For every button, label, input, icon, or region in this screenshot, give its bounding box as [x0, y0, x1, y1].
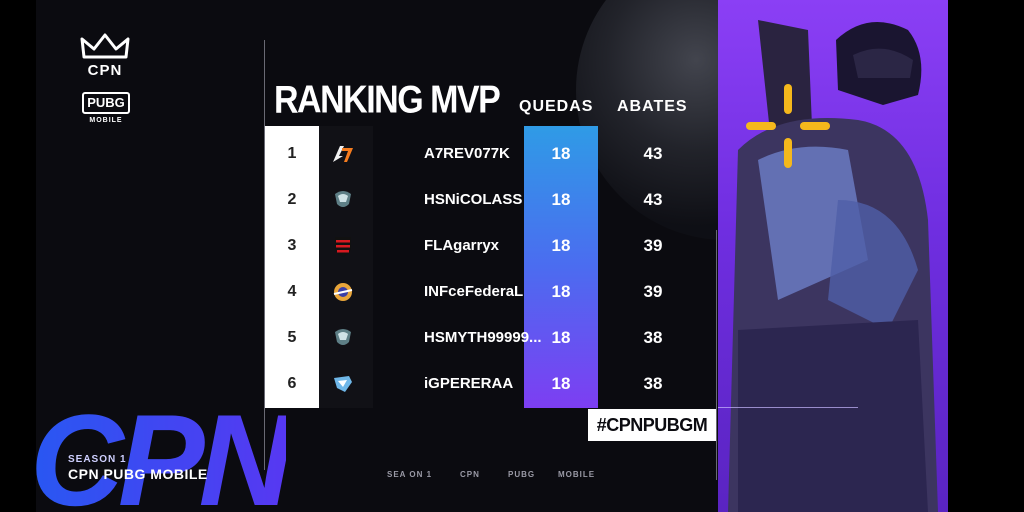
cpn-logo: CPN	[87, 62, 123, 79]
cpn-decorative-text: CPN	[36, 395, 292, 512]
quedas-column	[524, 126, 598, 408]
table-row: 6 iGPERERAA 18 38	[265, 361, 705, 407]
rank-cell: 2	[287, 191, 297, 208]
a7-team-logo-icon	[333, 146, 353, 162]
abates-value: 39	[643, 282, 663, 301]
rank-cell: 5	[287, 329, 297, 346]
abates-value: 39	[643, 236, 663, 255]
panel-divider	[718, 407, 858, 408]
hs-team-logo-icon	[335, 329, 351, 345]
footer-mobile: MOBILE	[558, 470, 596, 479]
footer-season: SEA ON 1	[387, 470, 433, 479]
abates-value: 43	[643, 190, 663, 209]
table-row: 4 INFceFederaL 18 39	[265, 269, 705, 315]
flamengo-shield-icon	[335, 237, 351, 257]
quedas-value: 18	[551, 282, 571, 301]
quedas-value: 18	[551, 236, 571, 255]
divider-right	[716, 230, 717, 480]
table-row: 3 FLAgarryx 18 39	[265, 223, 705, 269]
column-header-abates: ABATES	[617, 98, 688, 115]
quedas-value: 18	[551, 190, 571, 209]
soldier-silhouette-icon	[728, 20, 938, 512]
table-row: 1 A7REV077K 18 43	[265, 131, 705, 177]
pubg-logo-sub: MOBILE	[89, 117, 123, 124]
quedas-value: 18	[551, 374, 571, 393]
pubg-logo-text: PUBG	[82, 92, 130, 114]
character-panel	[718, 0, 948, 512]
ig-team-logo-icon	[334, 376, 352, 392]
footer-cpn: CPN	[460, 470, 480, 479]
team-logo-column	[319, 126, 373, 408]
crosshair-icon	[746, 84, 830, 168]
table-row: 2 HSNiCOLASS 18 43	[265, 177, 705, 223]
hs-team-logo-icon	[335, 191, 351, 207]
hashtag-badge: #CPNPUBGM	[588, 409, 716, 441]
season-name: CPN PUBG MOBILE	[68, 466, 208, 482]
rank-cell: 4	[287, 283, 297, 300]
page-title: RANKING MVP	[274, 78, 501, 122]
rank-cell: 1	[287, 145, 297, 162]
footer-pubg: PUBG	[508, 470, 536, 479]
ranking-overlay: CPN PUBG MOBILE CPN SEASON 1 CPN PUBG MO…	[36, 0, 948, 512]
quedas-value: 18	[551, 144, 571, 163]
rank-column	[265, 126, 319, 408]
abates-value: 43	[643, 144, 663, 163]
rank-cell: 6	[287, 375, 297, 392]
inf-team-logo-icon	[333, 283, 353, 301]
quedas-value: 18	[551, 328, 571, 347]
abates-value: 38	[643, 328, 663, 347]
season-label: SEASON 1	[68, 454, 127, 465]
table-row: 5 HSMYTH99999... 18 38	[265, 315, 705, 361]
column-header-quedas: QUEDAS	[519, 98, 594, 115]
rank-cell: 3	[287, 237, 297, 254]
divider-left	[264, 40, 265, 470]
pubg-mobile-logo: PUBG MOBILE	[82, 92, 130, 128]
crown-icon	[80, 33, 130, 59]
abates-value: 38	[643, 374, 663, 393]
